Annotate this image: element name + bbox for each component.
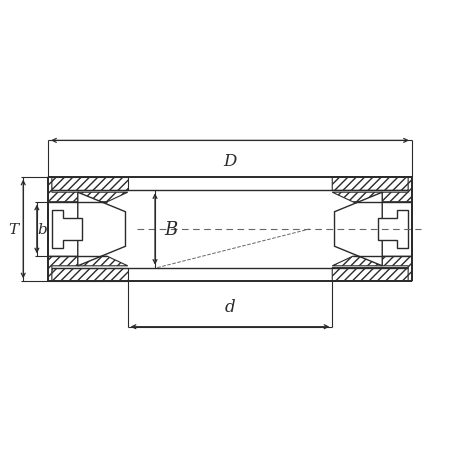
Polygon shape xyxy=(78,193,125,266)
Polygon shape xyxy=(48,177,128,191)
Polygon shape xyxy=(331,177,411,282)
Polygon shape xyxy=(334,193,381,266)
Polygon shape xyxy=(331,268,411,282)
Polygon shape xyxy=(377,211,407,248)
Text: T: T xyxy=(8,223,18,236)
Text: b: b xyxy=(37,223,47,236)
Polygon shape xyxy=(52,211,82,248)
Text: d: d xyxy=(224,299,235,316)
Text: D: D xyxy=(223,152,236,169)
Text: B: B xyxy=(164,220,177,239)
Polygon shape xyxy=(48,268,128,282)
Polygon shape xyxy=(48,177,128,282)
Polygon shape xyxy=(331,177,411,191)
